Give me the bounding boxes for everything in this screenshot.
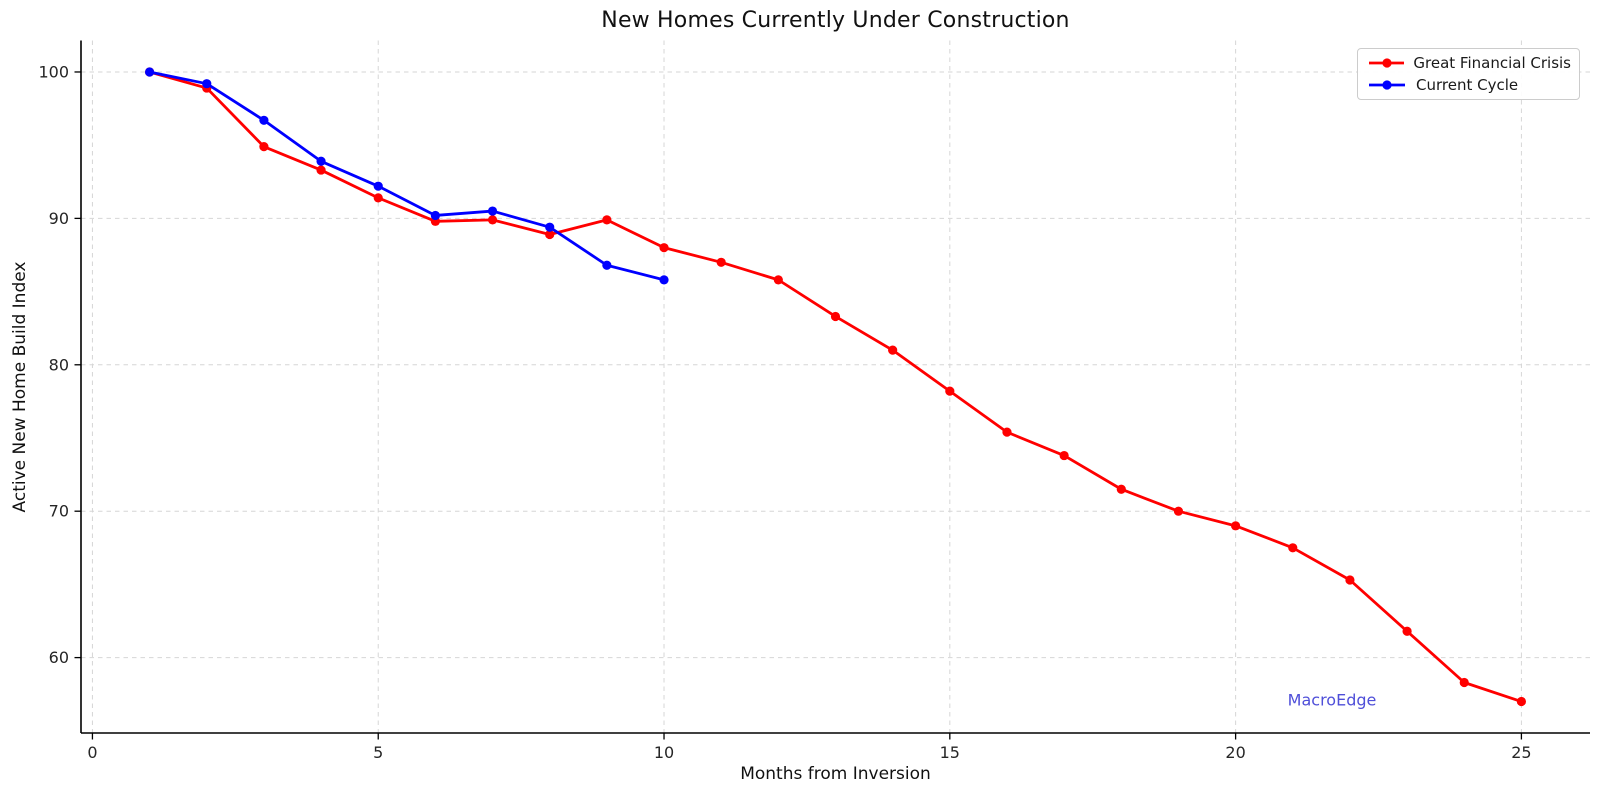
data-point-marker: [1059, 450, 1069, 461]
legend-item-current-cycle: Current Cycle: [1367, 76, 1571, 96]
x-axis-label: Months from Inversion: [740, 764, 931, 784]
y-tick-label: 70: [49, 502, 69, 521]
data-point-marker: [1288, 543, 1298, 553]
y-tick-label: 90: [49, 209, 69, 228]
y-axis-label: Active New Home Build Index: [10, 261, 30, 513]
legend-item-great-financial-crisis: Great Financial Crisis: [1367, 53, 1571, 73]
data-point-marker: [259, 115, 269, 125]
data-point-marker: [545, 222, 555, 232]
data-point-marker: [1459, 677, 1469, 688]
data-point-marker: [716, 257, 726, 267]
legend-line-marker-icon: [1369, 80, 1405, 90]
data-point-marker: [1002, 427, 1012, 437]
watermark: MacroEdge: [1287, 690, 1377, 710]
x-tick-label: 20: [1225, 743, 1245, 762]
data-point-marker: [373, 181, 383, 191]
series-line-1: [148, 70, 666, 282]
data-point-marker: [1516, 696, 1527, 707]
legend: Great Financial Crisis Current Cycle: [1357, 48, 1580, 100]
data-point-marker: [259, 142, 269, 152]
data-point-marker: [1345, 575, 1355, 585]
data-point-marker: [1402, 626, 1412, 636]
legend-line-marker-icon: [1369, 58, 1405, 68]
x-tick-label: 10: [654, 743, 674, 762]
data-point-marker: [316, 165, 326, 175]
data-point-marker: [830, 311, 841, 322]
y-tick-label: 80: [49, 355, 69, 374]
data-point-marker: [602, 215, 612, 225]
data-point-marker: [659, 243, 669, 253]
x-tick-label: 5: [373, 743, 383, 762]
data-point-marker: [602, 260, 612, 270]
data-point-marker: [1116, 484, 1126, 494]
data-point-marker: [202, 79, 212, 89]
x-tick-label: 25: [1511, 743, 1531, 762]
y-tick-label: 60: [49, 648, 69, 667]
data-point-marker: [888, 345, 898, 355]
data-point-marker: [1173, 506, 1184, 516]
data-point-marker: [545, 229, 555, 240]
data-point-marker: [1231, 521, 1241, 531]
legend-label: Current Cycle: [1416, 76, 1519, 95]
series-line-0: [148, 70, 1523, 703]
data-point-marker: [487, 206, 498, 216]
x-tick-label: 0: [87, 743, 97, 762]
data-point-marker: [773, 275, 783, 285]
data-point-marker: [373, 193, 383, 203]
chart-title: New Homes Currently Under Construction: [601, 8, 1070, 33]
data-point-marker: [316, 156, 326, 166]
data-point-marker: [945, 386, 955, 396]
data-point-marker: [659, 275, 669, 285]
legend-label: Great Financial Crisis: [1413, 53, 1571, 72]
data-point-marker: [487, 215, 498, 225]
x-tick-label: 15: [940, 743, 960, 762]
data-point-marker: [430, 210, 440, 221]
data-point-marker: [144, 67, 155, 77]
y-tick-label: 100: [38, 62, 69, 81]
